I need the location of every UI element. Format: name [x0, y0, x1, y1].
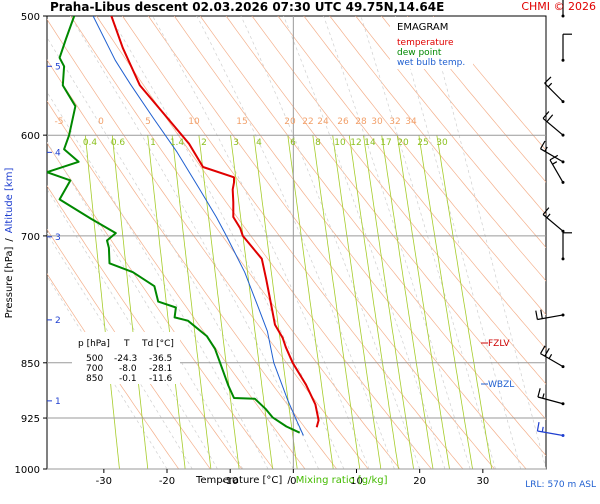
mixing-ratio-label: 2 — [201, 138, 207, 148]
table-header-t: T — [123, 339, 130, 349]
table-cell: 850 — [86, 374, 103, 384]
y-axis-title-alt: Altitude [km] — [4, 168, 15, 234]
y-tick-label: 850 — [21, 359, 40, 370]
wind-barb-station — [562, 402, 565, 405]
wind-barb-station — [562, 257, 565, 260]
legend-dew-point: dew point — [397, 48, 442, 58]
chart-title: Praha-Libus descent 02.03.2026 07:30 UTC… — [50, 0, 444, 14]
wind-barb-station — [562, 134, 565, 137]
mixing-ratio-label: 3 — [233, 138, 239, 148]
wind-barb-station — [562, 160, 565, 163]
y-axis-title: Pressure [hPa] / Altitude [km] — [4, 168, 15, 319]
wind-barb-feather — [548, 83, 552, 87]
altitude-tick-label: 1 — [55, 397, 61, 407]
altitude-tick-label: 4 — [55, 148, 61, 158]
dry-adiabat-label: -5 — [55, 117, 64, 127]
table-cell: -11.6 — [149, 374, 173, 384]
mixing-ratio-label: 10 — [334, 138, 346, 148]
plot-frame — [47, 16, 546, 469]
mixing-ratio-label: 20 — [397, 138, 409, 148]
mixing-ratio-label: 1 — [150, 138, 156, 148]
table-cell: -36.5 — [149, 354, 172, 364]
dry-adiabat-label: 20 — [284, 117, 296, 127]
dry-adiabat-label: 28 — [355, 117, 367, 127]
table-header-p: p [hPa] — [78, 339, 110, 349]
table-cell: 500 — [86, 354, 103, 364]
y-axis-title-sep: / — [4, 238, 15, 242]
y-tick-label: 500 — [21, 12, 40, 23]
mixing-ratio-label: 6 — [290, 138, 296, 148]
wind-barb — [550, 155, 565, 184]
mixing-ratio-label: 1.4 — [170, 138, 185, 148]
mixing-ratio-label: 12 — [350, 138, 361, 148]
wind-barb-station — [562, 59, 565, 62]
y-tick-label: 925 — [21, 414, 40, 425]
fzlv-label: FZLV — [488, 339, 510, 349]
wbzl-label: WBZL — [488, 380, 514, 390]
dry-adiabat-label: 34 — [405, 117, 417, 127]
altitude-tick-label: 5 — [55, 62, 61, 72]
table-cell: -24.3 — [114, 354, 137, 364]
table-cell: -0.1 — [119, 374, 137, 384]
x-tick-label: 20 — [413, 476, 426, 487]
x-tick-label: -30 — [96, 476, 112, 487]
legend-wet-bulb: wet bulb temp. — [397, 58, 465, 68]
data-table: p [hPa] T Td [°C] 500 -24.3 -36.5 700 -8… — [72, 332, 180, 384]
x-tick-label: -20 — [159, 476, 175, 487]
y-axis-title-p: Pressure [hPa] — [4, 247, 15, 319]
dry-adiabat-label: 32 — [389, 117, 400, 127]
mixing-ratio-label: 30 — [436, 138, 448, 148]
wind-barb-feather — [549, 354, 552, 358]
x-axis-title-mix: Mixing ratio [g/kg] — [296, 475, 388, 486]
wind-barb-station — [562, 15, 565, 18]
y-tick-label: 700 — [21, 232, 40, 243]
wind-barb — [562, 34, 573, 62]
lrl-label: LRL: 570 m ASL — [525, 480, 596, 490]
wind-barb-feather — [547, 214, 550, 218]
table-cell: 700 — [86, 364, 103, 374]
dry-adiabat-label: 24 — [317, 117, 329, 127]
x-tick-label: 30 — [476, 476, 489, 487]
dry-adiabat-label: 10 — [188, 117, 200, 127]
wind-barb — [562, 233, 573, 261]
mixing-ratio-label: 14 — [364, 138, 376, 148]
wind-barb-staff — [550, 160, 563, 183]
wind-barb-station — [562, 434, 565, 437]
y-tick-label: 600 — [21, 131, 40, 142]
wind-barb-feather — [553, 162, 557, 165]
table-header-td: Td [°C] — [141, 339, 174, 349]
legend-temperature: temperature — [397, 38, 454, 48]
table-cell: -28.1 — [149, 364, 172, 374]
legend-heading: EMAGRAM — [397, 22, 448, 33]
dry-adiabat-label: 5 — [145, 117, 151, 127]
mixing-ratio-label: 8 — [315, 138, 321, 148]
dry-adiabat-label: 22 — [302, 117, 313, 127]
table-cell: -8.0 — [119, 364, 137, 374]
wind-barb-station — [562, 365, 565, 368]
wind-barb — [545, 77, 565, 103]
mixing-ratio-label: 0.6 — [111, 138, 126, 148]
wind-barb-station — [562, 313, 565, 316]
dry-adiabat-label: 0 — [98, 117, 104, 127]
mixing-ratio-label: 17 — [380, 138, 391, 148]
altitude-tick-label: 2 — [55, 316, 61, 326]
dry-adiabat-label: 26 — [337, 117, 349, 127]
y-tick-label: 1000 — [15, 465, 40, 476]
wind-barb-feather — [547, 115, 553, 122]
dry-adiabat-label: 15 — [236, 117, 247, 127]
wind-barb-station — [562, 100, 565, 103]
altitude-tick-label: 3 — [55, 233, 61, 243]
wind-barb-station — [562, 181, 565, 184]
wind-barb-staff — [545, 83, 563, 101]
copyright: CHMI © 2026 — [521, 0, 596, 13]
mixing-ratio-label: 0.4 — [83, 138, 98, 148]
x-axis-title-temp: Temperature [°C] — [195, 475, 282, 486]
mixing-ratio-label: 4 — [256, 138, 262, 148]
legend: EMAGRAM temperature dew point wet bulb t… — [390, 17, 473, 69]
dry-adiabat-label: 30 — [371, 117, 383, 127]
mixing-ratio-label: 25 — [417, 138, 428, 148]
